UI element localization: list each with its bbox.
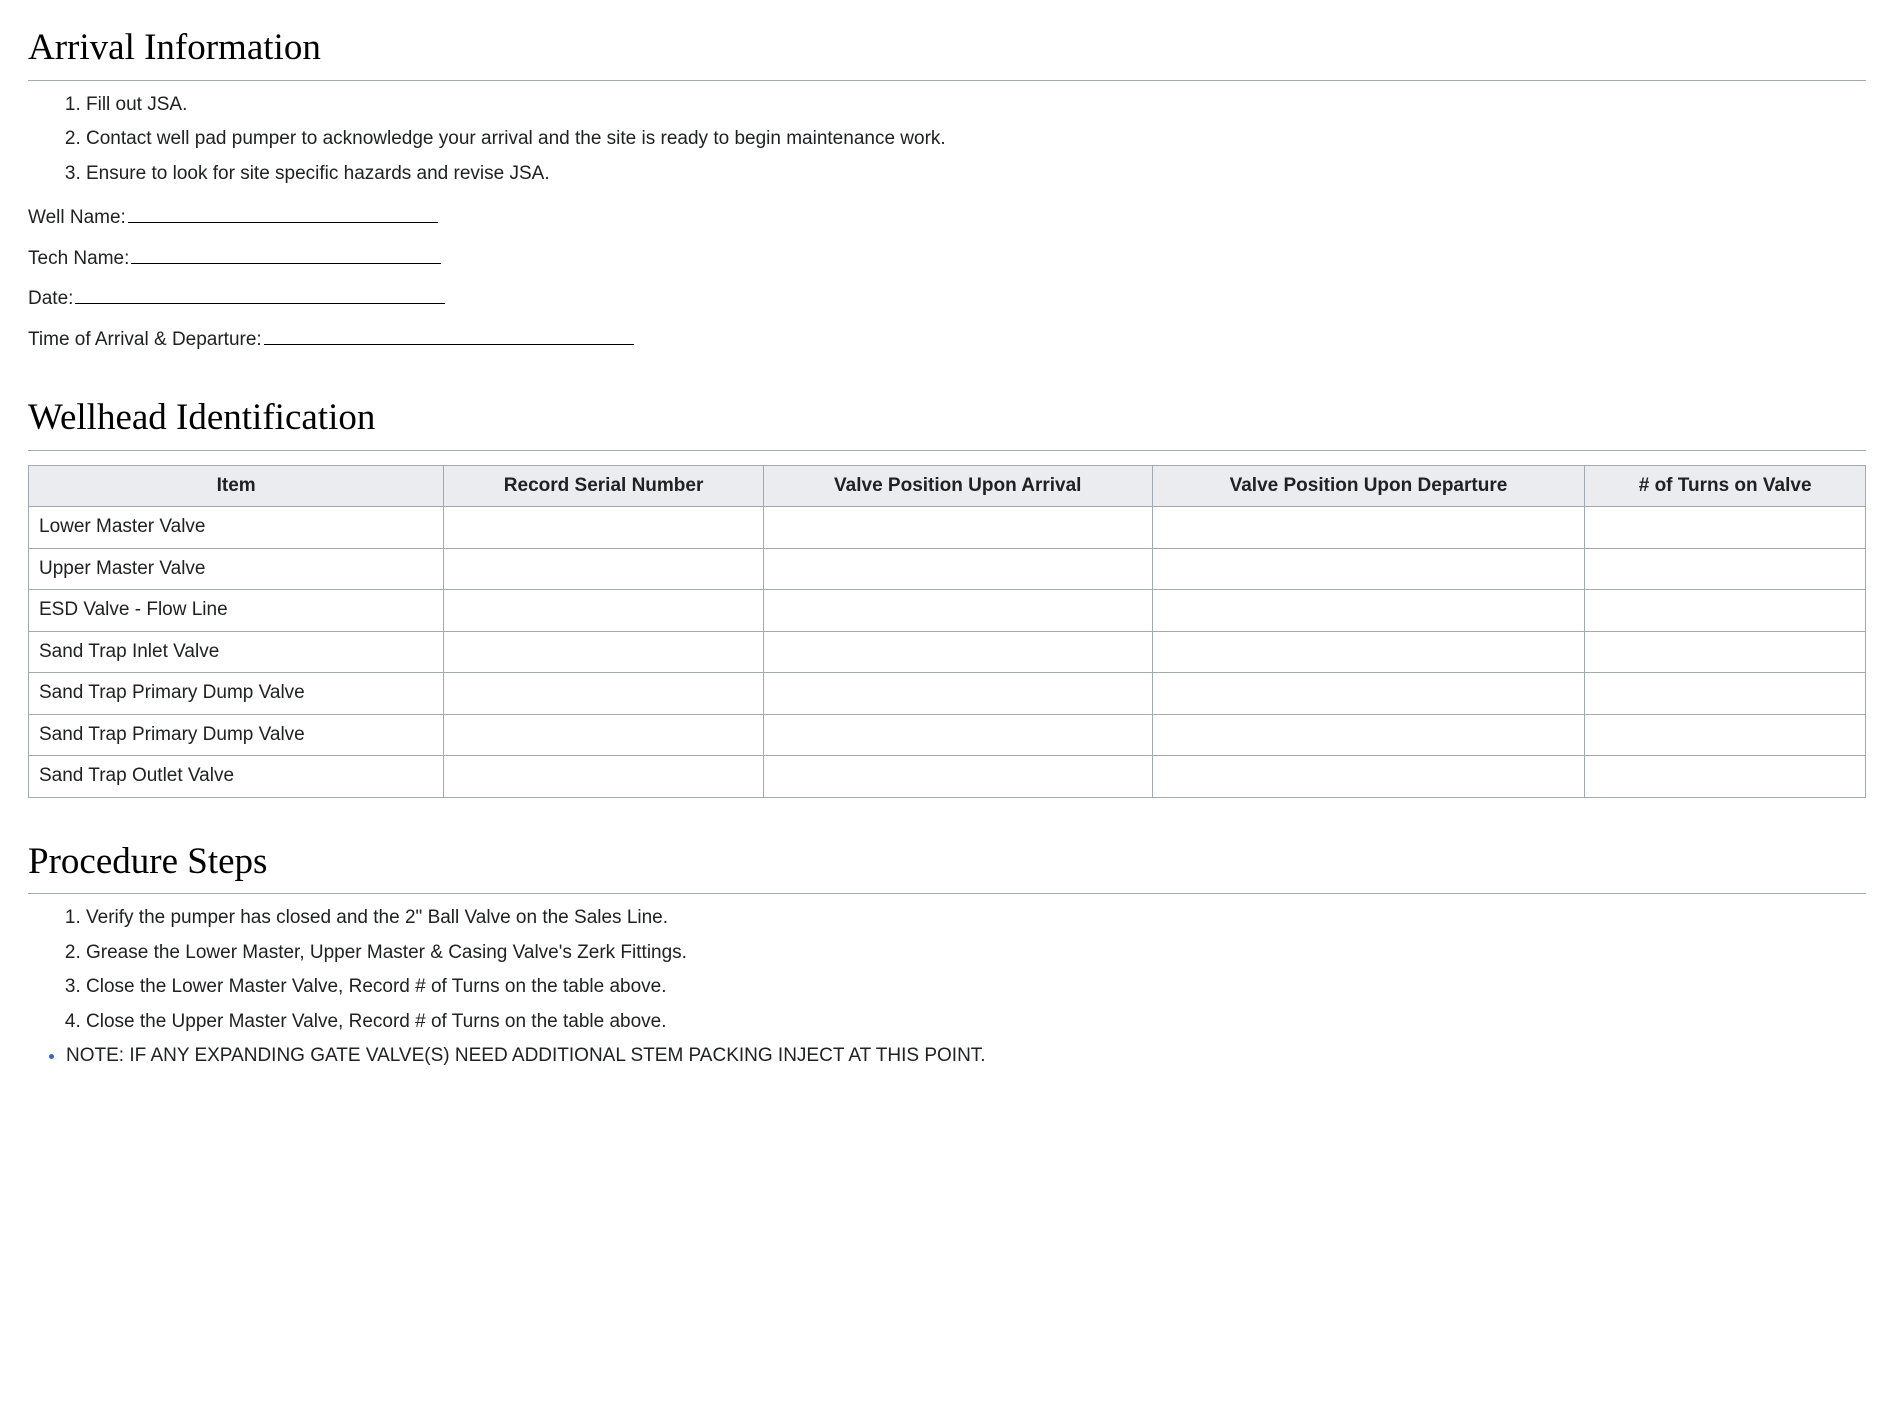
procedure-step: Close the Upper Master Valve, Record # o… (86, 1008, 1866, 1037)
procedure-heading: Procedure Steps (28, 834, 1866, 895)
form-field: Well Name: (28, 204, 1866, 233)
value-cell[interactable] (763, 756, 1152, 798)
form-field: Date: (28, 285, 1866, 314)
table-column-header: Item (29, 465, 444, 507)
value-cell[interactable] (1152, 507, 1585, 549)
value-cell[interactable] (444, 673, 764, 715)
wellhead-heading: Wellhead Identification (28, 390, 1866, 451)
table-column-header: # of Turns on Valve (1585, 465, 1866, 507)
table-row: Sand Trap Outlet Valve (29, 756, 1866, 798)
field-label: Well Name: (28, 204, 126, 233)
field-blank-underline[interactable] (128, 204, 438, 223)
value-cell[interactable] (444, 714, 764, 756)
value-cell[interactable] (444, 756, 764, 798)
form-field: Tech Name: (28, 245, 1866, 274)
value-cell[interactable] (444, 590, 764, 632)
value-cell[interactable] (763, 714, 1152, 756)
value-cell[interactable] (763, 507, 1152, 549)
value-cell[interactable] (763, 548, 1152, 590)
table-column-header: Valve Position Upon Arrival (763, 465, 1152, 507)
value-cell[interactable] (1585, 590, 1866, 632)
item-cell: Sand Trap Primary Dump Valve (29, 714, 444, 756)
table-row: Sand Trap Inlet Valve (29, 631, 1866, 673)
item-cell: Sand Trap Outlet Valve (29, 756, 444, 798)
value-cell[interactable] (763, 673, 1152, 715)
table-header-row: ItemRecord Serial NumberValve Position U… (29, 465, 1866, 507)
procedure-note: NOTE: IF ANY EXPANDING GATE VALVE(S) NEE… (66, 1042, 1866, 1071)
field-label: Tech Name: (28, 245, 129, 274)
arrival-step: Fill out JSA. (86, 91, 1866, 120)
item-cell: Sand Trap Primary Dump Valve (29, 673, 444, 715)
value-cell[interactable] (444, 548, 764, 590)
value-cell[interactable] (763, 590, 1152, 632)
table-row: Sand Trap Primary Dump Valve (29, 714, 1866, 756)
value-cell[interactable] (1585, 548, 1866, 590)
value-cell[interactable] (1152, 673, 1585, 715)
arrival-step: Contact well pad pumper to acknowledge y… (86, 125, 1866, 154)
field-label: Time of Arrival & Departure: (28, 326, 262, 355)
field-blank-underline[interactable] (131, 245, 441, 264)
value-cell[interactable] (1585, 631, 1866, 673)
table-row: Upper Master Valve (29, 548, 1866, 590)
item-cell: Upper Master Valve (29, 548, 444, 590)
value-cell[interactable] (1585, 507, 1866, 549)
table-row: Sand Trap Primary Dump Valve (29, 673, 1866, 715)
value-cell[interactable] (444, 631, 764, 673)
value-cell[interactable] (1152, 631, 1585, 673)
value-cell[interactable] (1585, 756, 1866, 798)
arrival-steps-list: Fill out JSA. Contact well pad pumper to … (28, 91, 1866, 189)
arrival-step: Ensure to look for site specific hazards… (86, 160, 1866, 189)
field-blank-underline[interactable] (75, 285, 445, 304)
item-cell: ESD Valve - Flow Line (29, 590, 444, 632)
table-row: ESD Valve - Flow Line (29, 590, 1866, 632)
item-cell: Lower Master Valve (29, 507, 444, 549)
table-column-header: Record Serial Number (444, 465, 764, 507)
value-cell[interactable] (1585, 714, 1866, 756)
table-column-header: Valve Position Upon Departure (1152, 465, 1585, 507)
value-cell[interactable] (1152, 590, 1585, 632)
field-blank-underline[interactable] (264, 326, 634, 345)
procedure-step: Close the Lower Master Valve, Record # o… (86, 973, 1866, 1002)
value-cell[interactable] (763, 631, 1152, 673)
field-label: Date: (28, 285, 73, 314)
form-field: Time of Arrival & Departure: (28, 326, 1866, 355)
value-cell[interactable] (444, 507, 764, 549)
procedure-step: Grease the Lower Master, Upper Master & … (86, 939, 1866, 968)
value-cell[interactable] (1152, 756, 1585, 798)
procedure-step: Verify the pumper has closed and the 2" … (86, 904, 1866, 933)
procedure-steps-list: Verify the pumper has closed and the 2" … (28, 904, 1866, 1036)
value-cell[interactable] (1585, 673, 1866, 715)
item-cell: Sand Trap Inlet Valve (29, 631, 444, 673)
value-cell[interactable] (1152, 548, 1585, 590)
procedure-note-list: NOTE: IF ANY EXPANDING GATE VALVE(S) NEE… (28, 1042, 1866, 1071)
value-cell[interactable] (1152, 714, 1585, 756)
table-row: Lower Master Valve (29, 507, 1866, 549)
arrival-heading: Arrival Information (28, 20, 1866, 81)
wellhead-table: ItemRecord Serial NumberValve Position U… (28, 465, 1866, 798)
